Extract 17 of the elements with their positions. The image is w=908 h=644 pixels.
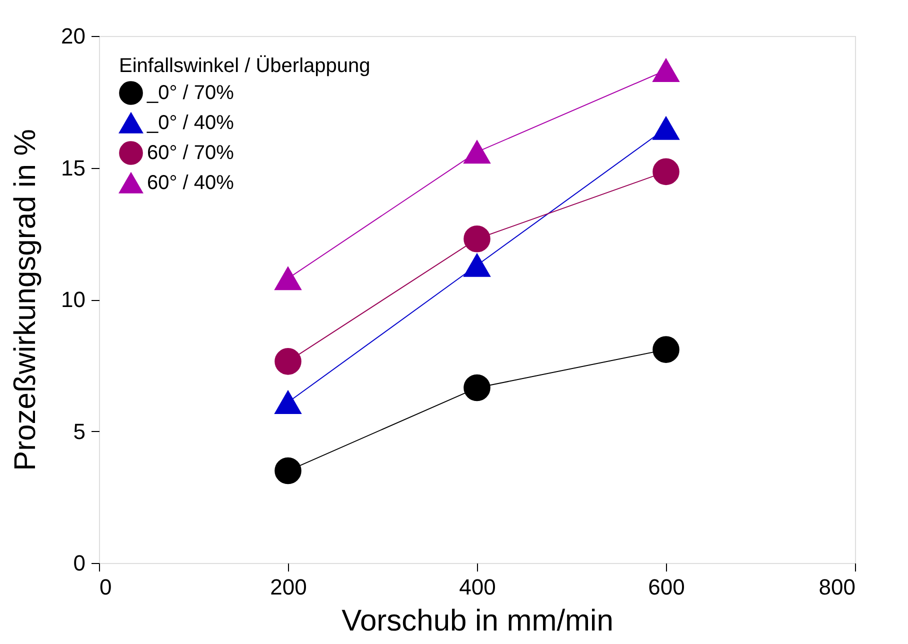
legend-label: 60° / 40% [147,172,234,194]
x-tick-label: 600 [648,574,685,600]
y-tick-label: 10 [61,287,86,312]
y-tick-label: 15 [61,155,86,180]
legend-label: _0° / 40% [146,112,234,134]
y-tick-label: 5 [73,418,86,444]
x-tick-label: 400 [459,574,496,600]
legend-title: Einfallswinkel / Überlappung [119,55,370,77]
legend-label: _0° / 70% [146,82,234,104]
x-tick-label: 0 [100,574,112,600]
legend-label: 60° / 70% [147,142,234,164]
y-tick-label: 0 [73,550,86,576]
y-axis-title: Prozeßwirkungsgrad in % [9,129,42,471]
y-tick-label: 20 [61,24,86,48]
x-axis-title: Vorschub in mm/min [342,604,614,638]
x-tick-label: 800 [818,574,856,600]
x-tick-label: 200 [270,574,307,600]
